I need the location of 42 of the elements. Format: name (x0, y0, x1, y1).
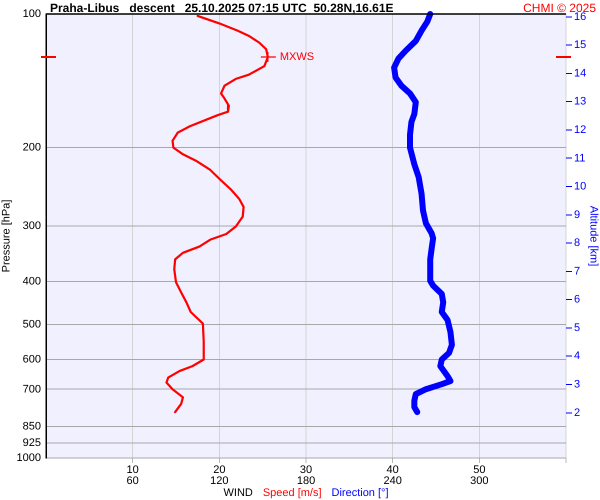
y2-tick-label: 10 (574, 180, 586, 193)
y-tick-label: 850 (22, 420, 41, 433)
y-tick-label: 300 (22, 220, 41, 232)
y-tick-label: 200 (22, 142, 41, 154)
y-tick-label: 600 (22, 354, 41, 366)
x2-tick-label: 180 (296, 475, 316, 488)
x2-tick-label: 300 (470, 475, 489, 488)
x2-tick-label: 60 (126, 475, 139, 488)
chart-title: Praha-Libus descent 25.10.2025 07:15 UTC 50.28N,16.61E (50, 1, 394, 15)
y-tick-label: 1000 (16, 452, 41, 464)
y2-tick-label: 7 (574, 265, 580, 278)
y2-tick-label: 11 (574, 152, 586, 164)
y2-tick-label: 14 (574, 67, 586, 80)
annotation: MXWS (280, 51, 314, 64)
y-tick-label: 400 (22, 275, 41, 288)
y2-tick-label: 5 (574, 322, 580, 334)
y2-tick-label: 16 (574, 10, 586, 23)
x-tick-label: 20 (213, 464, 226, 476)
y-tick-label: 100 (22, 8, 41, 20)
y-axis-title: Pressure [hPa] (0, 200, 13, 272)
y-tick-label: 500 (22, 318, 41, 330)
y2-tick-label: 15 (574, 39, 586, 52)
text: Speed [m/s] (262, 487, 322, 500)
text: Direction [°] (332, 487, 389, 500)
x-tick-label: 40 (386, 464, 399, 476)
x2-tick-label: 240 (383, 475, 402, 488)
y2-tick-label: 4 (574, 350, 580, 362)
y2-tick-label: 2 (574, 406, 580, 419)
y-tick-label: 925 (22, 437, 41, 449)
x-tick-label: 30 (300, 464, 312, 476)
x2-tick-label: 120 (210, 475, 229, 488)
y2-tick-label: 12 (574, 124, 586, 136)
y2-axis-title: Altitude [km] (587, 206, 600, 266)
x-tick-label: 10 (126, 464, 139, 476)
y-tick-label: 700 (22, 383, 41, 396)
y2-tick-label: 13 (574, 96, 586, 108)
y2-tick-label: 8 (574, 237, 580, 250)
y2-tick-label: 6 (574, 294, 580, 306)
y2-tick-label: 9 (574, 208, 580, 221)
x-axis-title: WIND (224, 487, 253, 500)
y2-tick-label: 3 (574, 378, 580, 391)
x-tick-label: 50 (473, 464, 486, 476)
